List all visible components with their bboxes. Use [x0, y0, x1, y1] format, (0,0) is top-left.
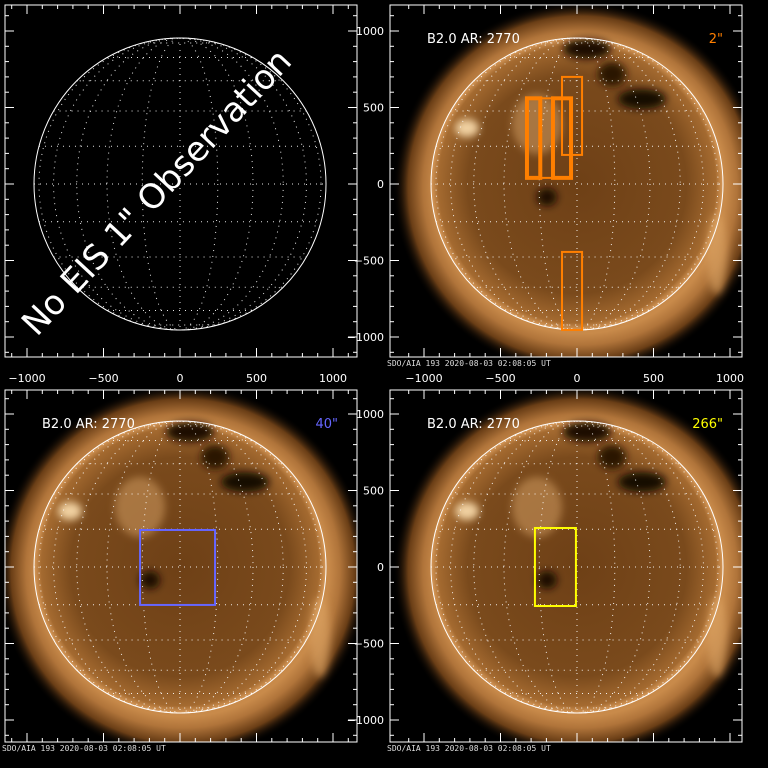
- longitude-line: [38, 37, 322, 331]
- y-tick-label: 1000: [356, 408, 384, 421]
- plot-area: [33, 37, 327, 331]
- bright-point: [58, 502, 82, 520]
- raster-step-label: 40": [315, 417, 338, 432]
- active-region: [115, 477, 165, 537]
- raster-step-label: 2": [709, 32, 723, 47]
- longitude-line: [141, 420, 219, 714]
- instrument-timestamp: SDO/AIA 193 2020-08-03 02:08:05 UT: [387, 359, 551, 368]
- raster-step-label: 266": [692, 417, 723, 432]
- y-tick-label: 1000: [356, 25, 384, 38]
- y-tick-label: 0: [377, 178, 384, 191]
- y-tick-label: −500: [354, 255, 384, 268]
- longitude-line: [503, 420, 651, 714]
- ticks: [390, 390, 742, 742]
- dark-spot: [537, 188, 557, 206]
- plot-area: [393, 5, 742, 357]
- active-region: [512, 477, 562, 537]
- limb-brightening: [707, 214, 727, 294]
- longitude-line: [435, 420, 719, 714]
- coronal-hole: [598, 445, 626, 469]
- lat-lon-grid: [34, 37, 326, 331]
- y-tick-label: 0: [377, 561, 384, 574]
- instrument-timestamp: SDO/AIA 193 2020-08-03 02:08:05 UT: [2, 744, 166, 753]
- coronal-hole: [598, 62, 626, 86]
- longitude-line: [473, 420, 681, 714]
- x-tick-label: 0: [177, 372, 184, 385]
- x-tick-label: −1000: [8, 372, 45, 385]
- x-tick-label: 500: [246, 372, 267, 385]
- y-tick-label: 500: [363, 485, 384, 498]
- active-region: [512, 94, 562, 154]
- y-tick-label: 500: [363, 102, 384, 115]
- x-tick-label: 500: [643, 372, 664, 385]
- ticks: [390, 5, 742, 357]
- solar-disk: [431, 38, 723, 330]
- bright-point: [455, 502, 479, 520]
- longitude-line: [435, 37, 719, 331]
- solar-limb: [33, 420, 327, 714]
- x-tick-label: 0: [574, 372, 581, 385]
- panel-title: B2.0 AR: 2770: [42, 417, 135, 432]
- ticks: [5, 390, 357, 742]
- coronal-hole: [166, 422, 214, 442]
- limb-brightening: [707, 597, 727, 677]
- axes-frame: [4, 4, 358, 358]
- x-tick-label: 1000: [319, 372, 347, 385]
- longitude-line: [503, 37, 651, 331]
- bright-point: [455, 119, 479, 137]
- coronal-hole: [201, 445, 229, 469]
- coronal-hole: [563, 422, 611, 442]
- longitude-line: [538, 37, 616, 331]
- instrument-timestamp: SDO/AIA 193 2020-08-03 02:08:05 UT: [387, 744, 551, 753]
- limb-brightening: [310, 597, 330, 677]
- dark-spot: [537, 571, 557, 589]
- y-tick-label: −500: [354, 638, 384, 651]
- panel-bottom-left: B2.0 AR: 2770 40" SDO/AIA 193 2020-08-03 0…: [2, 389, 358, 753]
- panel-title: B2.0 AR: 2770: [427, 32, 520, 47]
- ticks: [5, 5, 357, 357]
- longitude-line: [538, 420, 616, 714]
- panel-bottom-right: 1000 500 0 −500 −1000 B2.0 AR: 2770 266" SDO/AI…: [347, 389, 743, 753]
- fov-box: [139, 528, 217, 606]
- coronal-hole: [563, 39, 611, 59]
- panel-top-right: −1000 −500 0 500 1000 1000 500 0 −500 −1000 B2.0 A…: [347, 4, 744, 385]
- longitude-line: [38, 420, 322, 714]
- x-tick-label: −500: [88, 372, 118, 385]
- solar-limb: [33, 37, 327, 331]
- solar-disk: [34, 421, 326, 713]
- longitude-line: [76, 37, 284, 331]
- longitude-line: [76, 420, 284, 714]
- coronal-hole: [221, 472, 269, 492]
- axes-frame: [389, 389, 743, 743]
- fov-box: [561, 250, 584, 331]
- axes-frame: [389, 4, 743, 358]
- longitude-line: [141, 37, 219, 331]
- dark-spot: [140, 571, 160, 589]
- fov-box: [561, 75, 584, 156]
- axes-frame: [4, 389, 358, 743]
- x-tick-label: 1000: [716, 372, 744, 385]
- longitude-line: [473, 37, 681, 331]
- y-tick-label: −1000: [347, 714, 384, 727]
- solar-features: [58, 422, 330, 677]
- x-tick-label: −500: [485, 372, 515, 385]
- coronal-hole: [618, 472, 666, 492]
- plot-area: [393, 390, 742, 742]
- plot-area: [5, 390, 357, 742]
- solar-limb: [430, 420, 724, 714]
- y-tick-label: −1000: [347, 331, 384, 344]
- solar-disk: [431, 421, 723, 713]
- longitude-line: [106, 420, 254, 714]
- solar-features: [455, 422, 727, 677]
- solar-features: [455, 39, 727, 294]
- x-tick-label: −1000: [405, 372, 442, 385]
- fov-box: [533, 526, 577, 608]
- longitude-line: [106, 37, 254, 331]
- coronal-hole: [618, 89, 666, 109]
- panel-title: B2.0 AR: 2770: [427, 417, 520, 432]
